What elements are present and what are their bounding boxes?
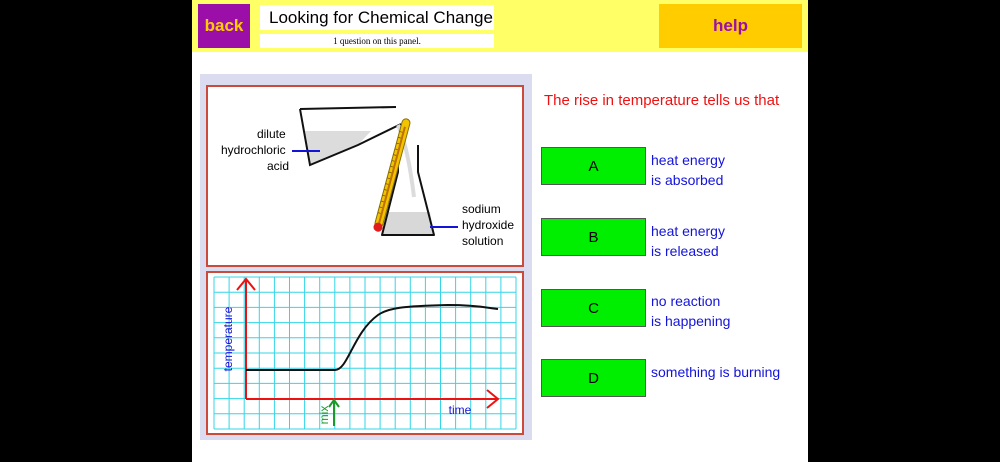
x-axis-label: time (449, 403, 472, 417)
y-axis-arrow-icon (236, 277, 256, 291)
option-b-line-2: is released (651, 243, 719, 259)
option-c-text: no reaction is happening (651, 291, 806, 331)
apparatus-diagram: dilute hydrochloric acid sodium hydroxid… (206, 85, 524, 267)
thermometer-icon (373, 118, 411, 232)
option-b-text: heat energy is released (651, 221, 806, 261)
option-a-line-1: heat energy (651, 152, 725, 168)
option-d-text: something is burning (651, 362, 806, 382)
question-count-text: 1 question on this panel. (260, 34, 494, 48)
option-d-line-1: something is burning (651, 364, 781, 380)
option-b-line-1: heat energy (651, 223, 725, 239)
mix-label: mix (317, 406, 331, 425)
acid-label: dilute hydrochloric acid (221, 127, 289, 173)
temperature-graph: mix temperature time (206, 271, 524, 435)
option-c-line-2: is happening (651, 313, 731, 329)
back-button[interactable]: back (198, 4, 250, 48)
temperature-curve (246, 303, 499, 371)
y-axis-label: temperature (221, 306, 235, 371)
header-bar: back Looking for Chemical Change 1 quest… (192, 0, 808, 52)
base-liquid (382, 212, 434, 235)
tilted-beaker (299, 106, 402, 167)
option-a-text: heat energy is absorbed (651, 150, 806, 190)
option-b-button[interactable]: B (541, 218, 646, 256)
figure-panel: dilute hydrochloric acid sodium hydroxid… (200, 74, 532, 440)
mix-arrow-icon (328, 398, 340, 408)
option-a-line-2: is absorbed (651, 172, 724, 188)
help-button[interactable]: help (659, 4, 802, 48)
apparatus-illustration: dilute hydrochloric acid sodium hydroxid… (221, 106, 517, 248)
option-c-button[interactable]: C (541, 289, 646, 327)
acid-liquid (305, 131, 371, 165)
activity-panel: back Looking for Chemical Change 1 quest… (192, 0, 808, 462)
graph-grid (213, 276, 517, 430)
question-text: The rise in temperature tells us that (544, 92, 780, 109)
base-label: sodium hydroxide solution (462, 202, 517, 248)
option-d-button[interactable]: D (541, 359, 646, 397)
option-a-button[interactable]: A (541, 147, 646, 185)
page-title: Looking for Chemical Change (260, 5, 494, 30)
graph-illustration: mix temperature time (213, 276, 517, 430)
option-c-line-1: no reaction (651, 293, 721, 309)
x-axis-arrow-icon (486, 389, 500, 409)
